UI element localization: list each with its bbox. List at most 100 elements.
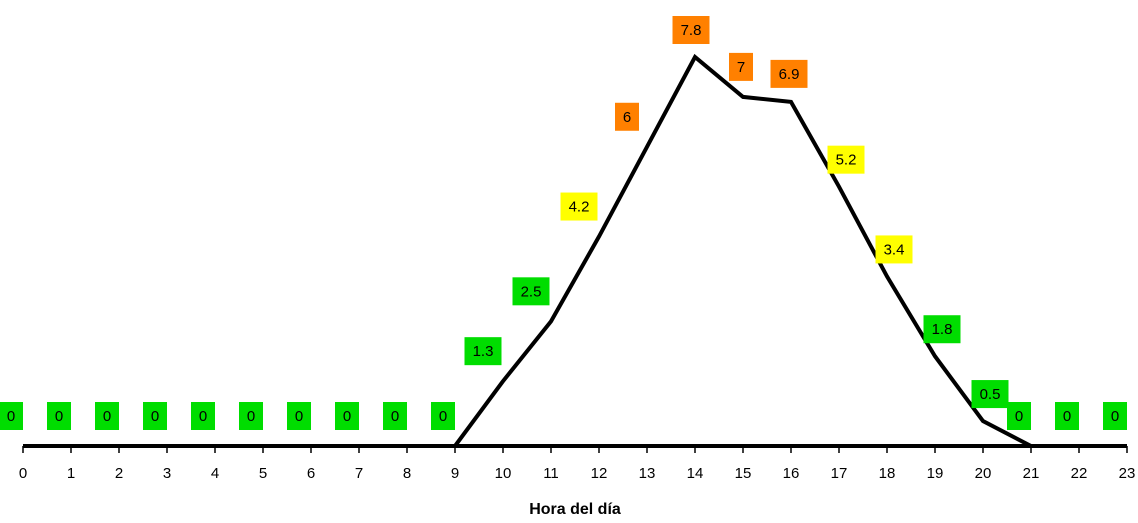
data-label: 0 — [95, 402, 119, 430]
data-label: 7.8 — [672, 16, 710, 44]
data-label-value: 0 — [391, 408, 399, 425]
x-tick-label: 18 — [879, 465, 896, 482]
data-label-box — [729, 52, 753, 81]
data-label-value: 0 — [343, 408, 351, 425]
data-label: 0 — [335, 402, 359, 430]
series-line — [23, 53, 1127, 448]
data-label-value: 0 — [1015, 408, 1023, 425]
data-label-value: 0 — [247, 408, 255, 425]
data-label-box — [560, 192, 598, 221]
data-label-box — [431, 402, 455, 430]
data-label-box — [971, 380, 1009, 409]
data-label-box — [512, 277, 550, 306]
x-tick-label: 4 — [211, 465, 219, 482]
data-label: 0 — [287, 402, 311, 430]
x-tick-label: 20 — [975, 465, 992, 482]
data-label-value: 1.3 — [473, 343, 494, 360]
data-label-box — [383, 402, 407, 430]
data-label: 7 — [729, 52, 753, 81]
data-label: 0 — [0, 402, 23, 430]
data-label: 1.3 — [464, 337, 502, 366]
data-label: 0 — [239, 402, 263, 430]
data-label-value: 0 — [1063, 408, 1071, 425]
data-label-value: 0 — [103, 408, 111, 425]
data-label: 5.2 — [827, 145, 865, 174]
x-tick-label: 10 — [495, 465, 512, 482]
data-label: 0 — [47, 402, 71, 430]
x-tick-label: 16 — [783, 465, 800, 482]
data-label-box — [0, 402, 23, 430]
x-tick-label: 1 — [67, 465, 75, 482]
data-label-box — [770, 59, 808, 88]
data-label-value: 7 — [737, 59, 745, 76]
line-layer — [23, 53, 1127, 448]
x-tick-label: 12 — [591, 465, 608, 482]
data-label-box — [191, 402, 215, 430]
data-label: 0 — [431, 402, 455, 430]
data-label: 6 — [615, 102, 639, 131]
data-label-value: 6 — [623, 109, 631, 126]
x-axis: 0 1 2 3 4 5 6 7 8 9 10 11 12 13 14 15 16 17 18 19 20 21 22 23 — [19, 444, 1136, 482]
data-label-box — [335, 402, 359, 430]
data-label-value: 6.9 — [779, 66, 800, 83]
data-label-box — [95, 402, 119, 430]
x-tick-label: 5 — [259, 465, 267, 482]
data-label: 6.9 — [770, 59, 808, 88]
x-tick-label: 7 — [355, 465, 363, 482]
data-label: 2.5 — [512, 277, 550, 306]
data-label-box — [1007, 402, 1031, 430]
data-label: 0 — [1103, 402, 1127, 430]
x-tick-label: 14 — [687, 465, 704, 482]
x-tick-label: 3 — [163, 465, 171, 482]
data-label-value: 0 — [7, 408, 15, 425]
x-tick-label: 2 — [115, 465, 123, 482]
data-label: 0 — [1055, 402, 1079, 430]
data-label: 0 — [1007, 402, 1031, 430]
data-label-value: 2.5 — [521, 283, 542, 300]
data-label-box — [615, 102, 639, 131]
data-label-value: 0 — [55, 408, 63, 425]
data-label: 0 — [143, 402, 167, 430]
data-label-value: 1.8 — [932, 321, 953, 338]
x-tick-label: 11 — [543, 465, 559, 482]
x-tick-label: 0 — [19, 465, 27, 482]
x-tick-label: 13 — [639, 465, 656, 482]
data-label-box — [672, 16, 710, 44]
data-label-value: 0.5 — [980, 386, 1001, 403]
data-label-value: 7.8 — [681, 22, 702, 39]
data-label-box — [827, 145, 865, 174]
data-label-box — [875, 235, 913, 264]
data-label-box — [47, 402, 71, 430]
x-tick-label: 8 — [403, 465, 411, 482]
data-label-box — [1103, 402, 1127, 430]
x-axis-title: Hora del día — [529, 501, 621, 518]
x-tick-label: 22 — [1071, 465, 1088, 482]
x-tick-label: 17 — [831, 465, 848, 482]
data-label-box — [1055, 402, 1079, 430]
data-labels: 0 0 0 0 0 0 0 0 0 0 1.3 2.5 4.2 6 7.8 7 6.9 5.2 3.4 1.8 0.5 0… — [0, 16, 1127, 430]
data-label: 3.4 — [875, 235, 913, 264]
data-label: 0 — [191, 402, 215, 430]
data-label-value: 0 — [1111, 408, 1119, 425]
data-label: 4.2 — [560, 192, 598, 221]
x-tick-label: 23 — [1119, 465, 1136, 482]
x-tick-label: 9 — [451, 465, 459, 482]
data-label-box — [923, 315, 961, 344]
data-label-value: 4.2 — [569, 199, 590, 216]
data-label-value: 5.2 — [836, 152, 857, 169]
data-label: 0.5 — [971, 380, 1009, 409]
data-label-value: 0 — [151, 408, 159, 425]
data-label-value: 0 — [439, 408, 447, 425]
x-tick-label: 6 — [307, 465, 315, 482]
data-label: 1.8 — [923, 315, 961, 344]
data-label-value: 0 — [295, 408, 303, 425]
data-label-box — [239, 402, 263, 430]
x-tick-label: 19 — [927, 465, 944, 482]
data-label-box — [287, 402, 311, 430]
x-tick-label: 15 — [735, 465, 752, 482]
data-label: 0 — [383, 402, 407, 430]
data-label-box — [464, 337, 502, 366]
data-label-box — [143, 402, 167, 430]
